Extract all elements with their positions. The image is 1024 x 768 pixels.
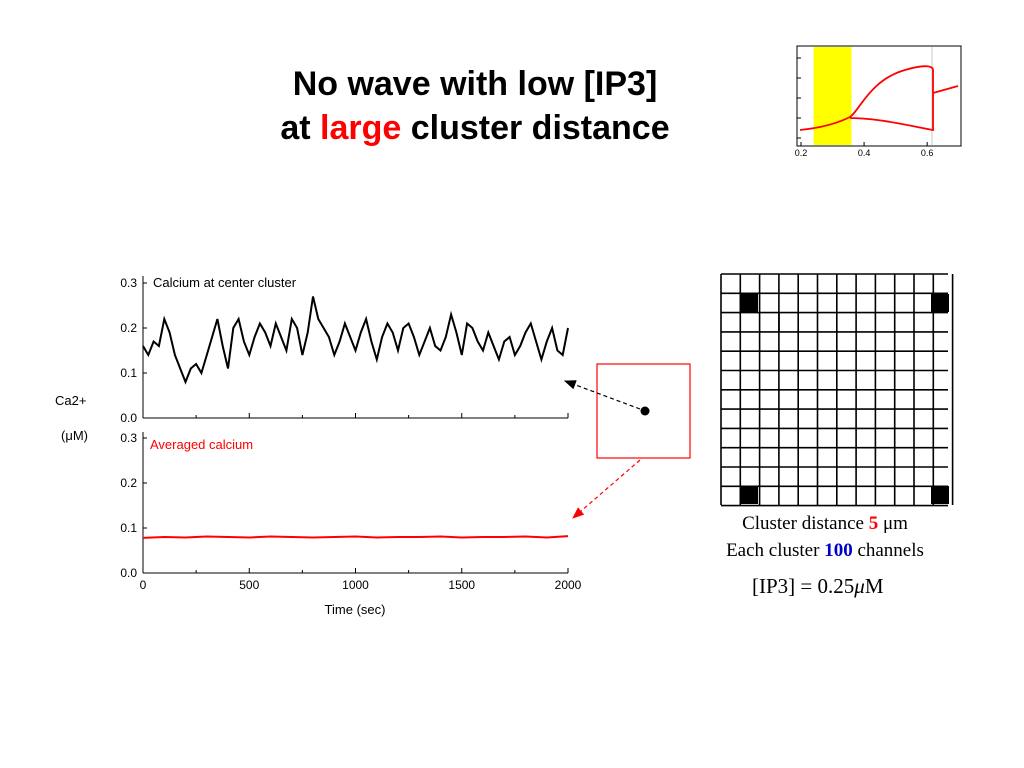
cluster-square bbox=[740, 294, 758, 312]
y-tick-label: 0.3 bbox=[120, 276, 137, 290]
caption-channels: Each cluster 100 channels bbox=[690, 540, 960, 562]
cluster-lattice bbox=[720, 273, 954, 507]
inset-x-tick-label: 0.4 bbox=[858, 148, 871, 158]
bottom-panel-title: Averaged calcium bbox=[150, 437, 253, 452]
inset-x-tick-label: 0.6 bbox=[921, 148, 934, 158]
top-xticks bbox=[142, 413, 569, 418]
title-line-2-prefix: at bbox=[280, 109, 321, 147]
bottom-yticks: 0.0 0.1 0.2 0.3 bbox=[120, 431, 147, 580]
formula-lhs: [IP3] bbox=[752, 574, 796, 598]
formula-unit: M bbox=[864, 574, 884, 598]
caption-channels-value: 100 bbox=[824, 540, 853, 561]
inset-yticks bbox=[797, 57, 801, 139]
y-tick-label: 0.1 bbox=[120, 366, 137, 380]
cluster-square bbox=[740, 486, 758, 504]
y-tick-label: 0.2 bbox=[120, 321, 137, 335]
formula-equals: = bbox=[795, 574, 818, 598]
title-line-2-suffix: cluster distance bbox=[401, 109, 670, 147]
slide-title: No wave with low [IP3] at large cluster … bbox=[220, 62, 730, 150]
cluster-square bbox=[931, 294, 949, 312]
caption-distance-value: 5 bbox=[868, 513, 879, 534]
inset-x-tick-label: 0.2 bbox=[795, 148, 808, 158]
x-tick-label: 2000 bbox=[555, 578, 582, 592]
y-tick-label: 0.3 bbox=[120, 431, 137, 445]
inset-curve-loop bbox=[799, 65, 934, 132]
x-tick-label: 1000 bbox=[342, 578, 369, 592]
title-highlight: large bbox=[320, 109, 402, 147]
formula-value: 0.25 bbox=[817, 574, 855, 598]
title-line-2: at large cluster distance bbox=[220, 106, 730, 150]
inset-highlight-band bbox=[813, 47, 852, 145]
y-tick-label: 0.2 bbox=[120, 476, 137, 490]
inset-curve-tail bbox=[932, 85, 959, 94]
series-line-calcium-center bbox=[142, 296, 569, 385]
caption-distance-prefix: Cluster distance bbox=[742, 513, 869, 534]
caption-channels-suffix: channels bbox=[852, 540, 924, 561]
top-panel: 0.0 0.1 0.2 0.3 Calcium at center cluster bbox=[120, 275, 569, 425]
bottom-xticks: 0 500 1000 1500 2000 bbox=[140, 568, 582, 592]
caption-cluster-distance: Cluster distance 5 μm bbox=[690, 513, 960, 535]
y-tick-label: 0.0 bbox=[120, 566, 137, 580]
arrow-to-averaged-trace bbox=[572, 459, 641, 519]
caption-channels-prefix: Each cluster bbox=[726, 540, 825, 561]
y-tick-label: 0.1 bbox=[120, 521, 137, 535]
series-line-averaged-calcium bbox=[142, 535, 569, 539]
center-cluster-dot bbox=[640, 406, 650, 416]
top-yticks: 0.0 0.1 0.2 0.3 bbox=[120, 276, 147, 425]
center-cluster-box bbox=[596, 363, 691, 459]
arrow-to-center-trace bbox=[563, 380, 641, 410]
inset-xticks: 0.2 0.4 0.6 bbox=[795, 142, 934, 158]
bottom-panel: 0.0 0.1 0.2 0.3 0 500 1000 1500 2000 Averaged c… bbox=[120, 431, 581, 592]
x-tick-label: 1500 bbox=[448, 578, 475, 592]
x-tick-label: 500 bbox=[239, 578, 259, 592]
top-panel-title: Calcium at center cluster bbox=[153, 275, 297, 290]
y-axis-label-line-2: (μM) bbox=[61, 428, 88, 443]
inset-plot: 0.2 0.4 0.6 bbox=[795, 45, 962, 158]
ip3-formula: [IP3] = 0.25μM bbox=[752, 574, 884, 599]
caption-distance-unit: μm bbox=[878, 513, 908, 534]
y-tick-label: 0.0 bbox=[120, 411, 137, 425]
x-axis-label: Time (sec) bbox=[325, 602, 386, 617]
formula-mu: μ bbox=[854, 574, 865, 598]
title-line-1: No wave with low [IP3] bbox=[292, 65, 658, 103]
cluster-square bbox=[931, 486, 949, 504]
x-tick-label: 0 bbox=[140, 578, 147, 592]
y-axis-label-line-1: Ca2+ bbox=[55, 393, 86, 408]
